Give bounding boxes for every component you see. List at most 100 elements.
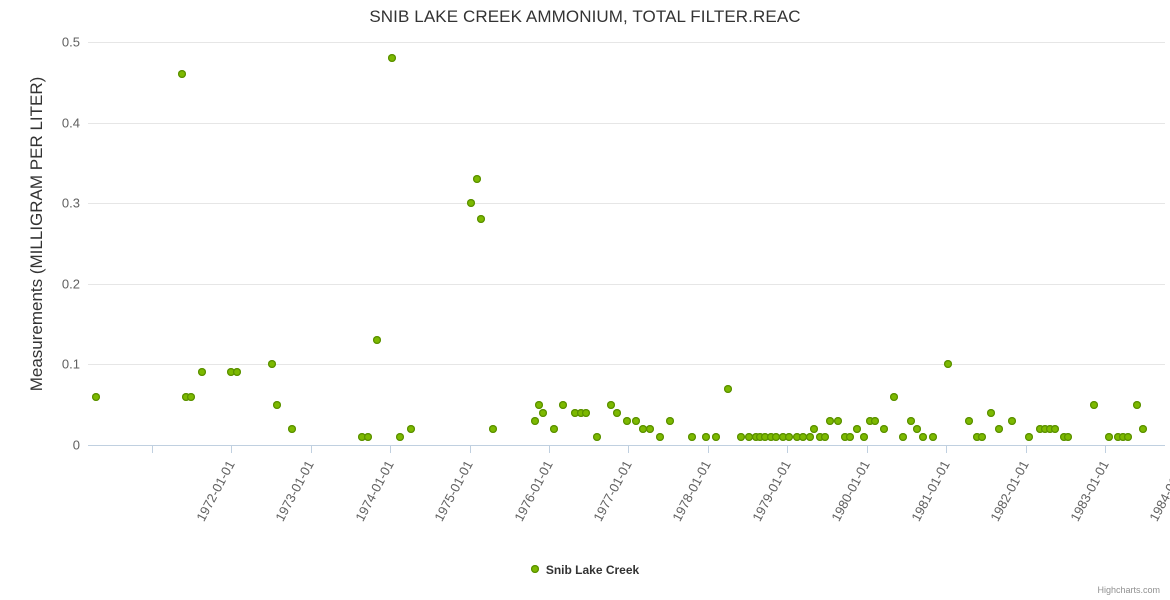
data-point[interactable]: [187, 392, 196, 401]
data-point[interactable]: [467, 199, 476, 208]
data-point[interactable]: [622, 416, 631, 425]
data-point[interactable]: [396, 432, 405, 441]
legend-item-label: Snib Lake Creek: [545, 562, 640, 577]
data-point[interactable]: [489, 424, 498, 433]
data-point[interactable]: [406, 424, 415, 433]
data-point[interactable]: [853, 424, 862, 433]
data-point[interactable]: [880, 424, 889, 433]
data-point[interactable]: [810, 424, 819, 433]
data-point[interactable]: [288, 424, 297, 433]
data-point[interactable]: [227, 368, 236, 377]
data-point[interactable]: [964, 416, 973, 425]
data-point[interactable]: [899, 432, 908, 441]
data-point[interactable]: [387, 54, 396, 63]
data-point[interactable]: [638, 424, 647, 433]
data-point[interactable]: [711, 432, 720, 441]
data-point[interactable]: [889, 392, 898, 401]
data-point[interactable]: [549, 424, 558, 433]
data-point[interactable]: [944, 360, 952, 369]
data-point[interactable]: [363, 432, 372, 441]
data-point[interactable]: [1123, 432, 1132, 441]
y-axis-tick-label: 0.1: [61, 356, 80, 372]
data-point[interactable]: [473, 175, 482, 184]
data-point[interactable]: [701, 432, 710, 441]
data-point[interactable]: [1133, 400, 1142, 409]
data-point[interactable]: [816, 432, 825, 441]
data-point[interactable]: [576, 408, 585, 417]
x-axis-tick-label: 1973-01-01: [272, 458, 317, 524]
data-point[interactable]: [866, 416, 875, 425]
data-point[interactable]: [846, 432, 855, 441]
data-point[interactable]: [232, 368, 241, 377]
data-point[interactable]: [1036, 424, 1045, 433]
legend-item-snib-lake-creek[interactable]: Snib Lake Creek: [530, 562, 640, 577]
data-point[interactable]: [972, 432, 981, 441]
data-point[interactable]: [1118, 432, 1127, 441]
data-point[interactable]: [723, 384, 732, 393]
x-axis-tick-mark: [469, 446, 471, 453]
data-point[interactable]: [772, 432, 781, 441]
legend-marker-icon: [530, 564, 539, 573]
data-point[interactable]: [613, 408, 622, 417]
data-point[interactable]: [535, 400, 544, 409]
data-point[interactable]: [358, 432, 367, 441]
data-point[interactable]: [91, 392, 100, 401]
data-point[interactable]: [745, 432, 754, 441]
data-point[interactable]: [1025, 432, 1034, 441]
data-point[interactable]: [177, 70, 186, 79]
data-point[interactable]: [799, 432, 808, 441]
data-point[interactable]: [766, 432, 775, 441]
data-point[interactable]: [840, 432, 849, 441]
data-point[interactable]: [181, 392, 190, 401]
data-point[interactable]: [994, 424, 1003, 433]
data-point[interactable]: [571, 408, 580, 417]
data-point[interactable]: [1008, 416, 1017, 425]
data-point[interactable]: [656, 432, 665, 441]
data-point[interactable]: [805, 432, 814, 441]
data-point[interactable]: [907, 416, 916, 425]
data-point[interactable]: [986, 408, 995, 417]
data-point[interactable]: [778, 432, 787, 441]
data-point[interactable]: [785, 432, 794, 441]
data-point[interactable]: [1138, 424, 1147, 433]
data-point[interactable]: [1104, 432, 1113, 441]
data-point[interactable]: [1050, 424, 1059, 433]
data-point[interactable]: [197, 368, 206, 377]
data-point[interactable]: [820, 432, 829, 441]
data-point[interactable]: [751, 432, 760, 441]
data-point[interactable]: [1045, 424, 1054, 433]
data-point[interactable]: [913, 424, 921, 433]
data-point[interactable]: [870, 416, 879, 425]
data-point[interactable]: [792, 432, 801, 441]
data-point[interactable]: [833, 416, 842, 425]
data-point[interactable]: [582, 408, 591, 417]
data-point[interactable]: [756, 432, 765, 441]
data-point[interactable]: [665, 416, 674, 425]
credits-link[interactable]: Highcharts.com: [1097, 585, 1160, 595]
data-point[interactable]: [607, 400, 615, 409]
chart-legend: Snib Lake Creek: [0, 562, 1170, 577]
data-point[interactable]: [631, 416, 640, 425]
data-point[interactable]: [688, 432, 697, 441]
data-point[interactable]: [978, 432, 987, 441]
data-point[interactable]: [373, 336, 382, 345]
data-point[interactable]: [737, 432, 746, 441]
data-point[interactable]: [273, 400, 282, 409]
data-point[interactable]: [1090, 400, 1099, 409]
data-point[interactable]: [928, 432, 937, 441]
data-point[interactable]: [559, 400, 568, 409]
data-point[interactable]: [539, 408, 548, 417]
data-point[interactable]: [826, 416, 835, 425]
x-axis-tick-mark: [787, 446, 789, 453]
data-point[interactable]: [645, 424, 654, 433]
data-point[interactable]: [918, 432, 927, 441]
data-point[interactable]: [859, 432, 868, 441]
data-point[interactable]: [1114, 432, 1123, 441]
data-point[interactable]: [1064, 432, 1073, 441]
data-point[interactable]: [592, 432, 601, 441]
data-point[interactable]: [761, 432, 770, 441]
data-point[interactable]: [531, 416, 540, 425]
data-point[interactable]: [477, 215, 486, 224]
data-point[interactable]: [268, 360, 277, 369]
data-point[interactable]: [1040, 424, 1049, 433]
